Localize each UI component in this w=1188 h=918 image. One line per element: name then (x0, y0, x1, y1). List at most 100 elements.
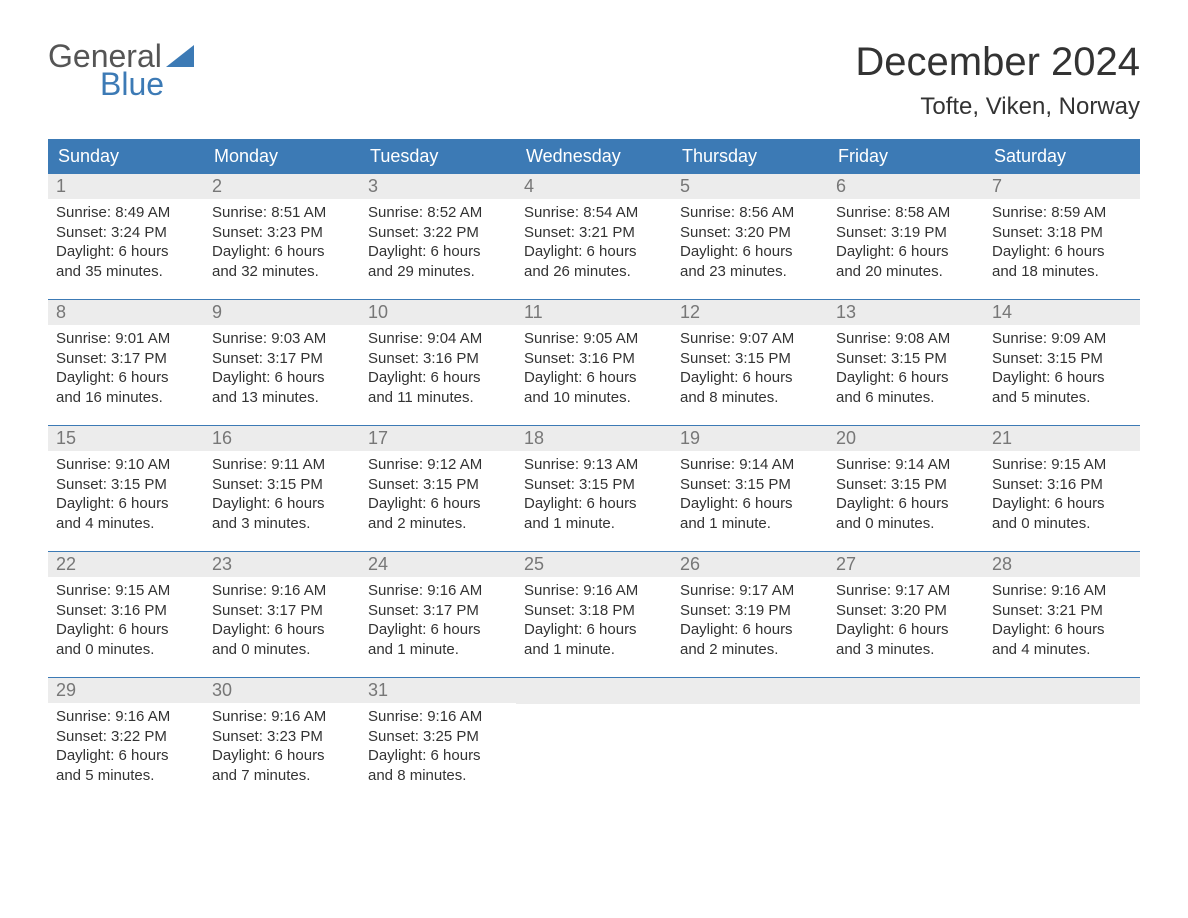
empty-cell (516, 677, 672, 803)
day-content: Sunrise: 9:09 AMSunset: 3:15 PMDaylight:… (984, 325, 1140, 407)
day-line: Daylight: 6 hours (836, 620, 976, 640)
day-line: Daylight: 6 hours (680, 368, 820, 388)
day-line: Sunrise: 9:05 AM (524, 329, 664, 349)
day-cell: 19Sunrise: 9:14 AMSunset: 3:15 PMDayligh… (672, 425, 828, 551)
day-line: Daylight: 6 hours (212, 368, 352, 388)
empty-cell (828, 677, 984, 803)
day-number: 11 (516, 300, 672, 325)
day-cell: 15Sunrise: 9:10 AMSunset: 3:15 PMDayligh… (48, 425, 204, 551)
day-line: Sunrise: 9:10 AM (56, 455, 196, 475)
day-cell: 3Sunrise: 8:52 AMSunset: 3:22 PMDaylight… (360, 173, 516, 299)
day-line: and 13 minutes. (212, 388, 352, 408)
logo-blue-text: Blue (100, 68, 194, 100)
day-number: 29 (48, 678, 204, 703)
day-line: Sunset: 3:15 PM (680, 475, 820, 495)
header: General Blue December 2024 Tofte, Viken,… (48, 40, 1140, 121)
day-line: Sunset: 3:16 PM (368, 349, 508, 369)
logo: General Blue (48, 40, 194, 100)
day-cell: 1Sunrise: 8:49 AMSunset: 3:24 PMDaylight… (48, 173, 204, 299)
day-line: Daylight: 6 hours (368, 746, 508, 766)
day-header-saturday: Saturday (984, 140, 1140, 173)
day-line: Sunrise: 9:16 AM (56, 707, 196, 727)
day-line: Daylight: 6 hours (836, 494, 976, 514)
day-content: Sunrise: 9:16 AMSunset: 3:18 PMDaylight:… (516, 577, 672, 659)
day-line: Sunset: 3:19 PM (680, 601, 820, 621)
day-line: Sunset: 3:17 PM (212, 349, 352, 369)
day-number: 4 (516, 174, 672, 199)
day-cell: 11Sunrise: 9:05 AMSunset: 3:16 PMDayligh… (516, 299, 672, 425)
day-line: and 3 minutes. (836, 640, 976, 660)
day-line: Sunset: 3:17 PM (56, 349, 196, 369)
day-line: Sunset: 3:25 PM (368, 727, 508, 747)
day-cell: 14Sunrise: 9:09 AMSunset: 3:15 PMDayligh… (984, 299, 1140, 425)
day-line: Daylight: 6 hours (524, 494, 664, 514)
day-header-monday: Monday (204, 140, 360, 173)
day-cell: 8Sunrise: 9:01 AMSunset: 3:17 PMDaylight… (48, 299, 204, 425)
day-number: 23 (204, 552, 360, 577)
day-content: Sunrise: 9:01 AMSunset: 3:17 PMDaylight:… (48, 325, 204, 407)
day-content: Sunrise: 9:16 AMSunset: 3:17 PMDaylight:… (204, 577, 360, 659)
day-content: Sunrise: 9:15 AMSunset: 3:16 PMDaylight:… (48, 577, 204, 659)
day-line: and 3 minutes. (212, 514, 352, 534)
empty-number-bar (828, 678, 984, 704)
day-line: Sunset: 3:17 PM (368, 601, 508, 621)
day-line: and 32 minutes. (212, 262, 352, 282)
day-number: 6 (828, 174, 984, 199)
day-cell: 30Sunrise: 9:16 AMSunset: 3:23 PMDayligh… (204, 677, 360, 803)
day-number: 2 (204, 174, 360, 199)
day-content: Sunrise: 9:11 AMSunset: 3:15 PMDaylight:… (204, 451, 360, 533)
day-line: Sunrise: 9:09 AM (992, 329, 1132, 349)
day-line: and 1 minute. (368, 640, 508, 660)
day-content: Sunrise: 9:07 AMSunset: 3:15 PMDaylight:… (672, 325, 828, 407)
day-content: Sunrise: 9:08 AMSunset: 3:15 PMDaylight:… (828, 325, 984, 407)
day-line: Sunrise: 8:52 AM (368, 203, 508, 223)
day-line: and 10 minutes. (524, 388, 664, 408)
day-line: Daylight: 6 hours (56, 368, 196, 388)
day-line: and 2 minutes. (368, 514, 508, 534)
day-line: Daylight: 6 hours (836, 368, 976, 388)
day-content: Sunrise: 9:15 AMSunset: 3:16 PMDaylight:… (984, 451, 1140, 533)
day-number: 3 (360, 174, 516, 199)
day-line: Sunrise: 9:17 AM (836, 581, 976, 601)
day-line: Sunset: 3:16 PM (992, 475, 1132, 495)
day-line: Sunset: 3:22 PM (56, 727, 196, 747)
day-cell: 7Sunrise: 8:59 AMSunset: 3:18 PMDaylight… (984, 173, 1140, 299)
day-content: Sunrise: 9:16 AMSunset: 3:23 PMDaylight:… (204, 703, 360, 785)
day-line: Sunrise: 9:11 AM (212, 455, 352, 475)
day-content: Sunrise: 9:17 AMSunset: 3:20 PMDaylight:… (828, 577, 984, 659)
day-cell: 23Sunrise: 9:16 AMSunset: 3:17 PMDayligh… (204, 551, 360, 677)
day-cell: 10Sunrise: 9:04 AMSunset: 3:16 PMDayligh… (360, 299, 516, 425)
day-content: Sunrise: 9:14 AMSunset: 3:15 PMDaylight:… (828, 451, 984, 533)
day-line: Sunrise: 9:03 AM (212, 329, 352, 349)
day-line: Daylight: 6 hours (836, 242, 976, 262)
day-line: Sunset: 3:20 PM (836, 601, 976, 621)
day-cell: 21Sunrise: 9:15 AMSunset: 3:16 PMDayligh… (984, 425, 1140, 551)
location-text: Tofte, Viken, Norway (855, 93, 1140, 121)
day-line: Sunset: 3:15 PM (212, 475, 352, 495)
day-content: Sunrise: 9:16 AMSunset: 3:25 PMDaylight:… (360, 703, 516, 785)
day-content: Sunrise: 8:59 AMSunset: 3:18 PMDaylight:… (984, 199, 1140, 281)
day-line: and 5 minutes. (56, 766, 196, 786)
day-content: Sunrise: 9:05 AMSunset: 3:16 PMDaylight:… (516, 325, 672, 407)
day-line: Sunset: 3:19 PM (836, 223, 976, 243)
day-line: Sunrise: 9:14 AM (680, 455, 820, 475)
day-content: Sunrise: 8:54 AMSunset: 3:21 PMDaylight:… (516, 199, 672, 281)
day-line: Daylight: 6 hours (212, 494, 352, 514)
day-number: 10 (360, 300, 516, 325)
day-line: Daylight: 6 hours (992, 242, 1132, 262)
day-line: and 1 minute. (524, 640, 664, 660)
day-cell: 4Sunrise: 8:54 AMSunset: 3:21 PMDaylight… (516, 173, 672, 299)
day-line: Daylight: 6 hours (212, 242, 352, 262)
day-line: Sunrise: 9:16 AM (212, 581, 352, 601)
day-number: 26 (672, 552, 828, 577)
day-number: 17 (360, 426, 516, 451)
day-line: Sunset: 3:15 PM (524, 475, 664, 495)
day-line: Sunset: 3:15 PM (680, 349, 820, 369)
day-content: Sunrise: 8:58 AMSunset: 3:19 PMDaylight:… (828, 199, 984, 281)
day-number: 13 (828, 300, 984, 325)
day-number: 5 (672, 174, 828, 199)
day-content: Sunrise: 8:52 AMSunset: 3:22 PMDaylight:… (360, 199, 516, 281)
day-line: Daylight: 6 hours (212, 620, 352, 640)
empty-cell (672, 677, 828, 803)
day-line: and 5 minutes. (992, 388, 1132, 408)
